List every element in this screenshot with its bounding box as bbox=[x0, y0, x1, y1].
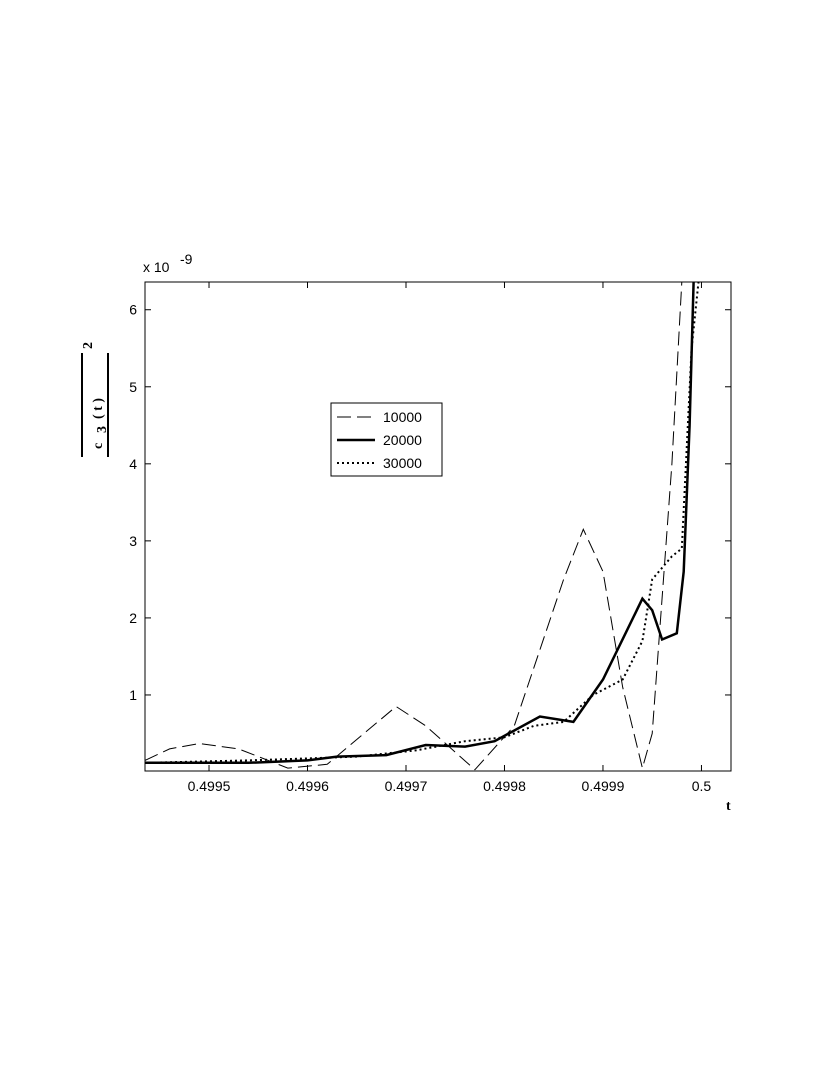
y-tick-label: 6 bbox=[129, 302, 137, 318]
y-label-sup: 2 bbox=[81, 342, 96, 349]
y-label: c 3 ( t ) 2 bbox=[81, 342, 110, 457]
y-label-base: c bbox=[91, 443, 106, 449]
y-tick-label: 1 bbox=[129, 687, 137, 703]
multiplier-exp: -9 bbox=[180, 251, 193, 267]
series-line bbox=[145, 282, 695, 765]
y-tick-label: 4 bbox=[129, 456, 137, 472]
plot-frame bbox=[144, 281, 732, 772]
x-tick-label: 0.4997 bbox=[385, 778, 428, 794]
legend-label: 30000 bbox=[383, 455, 422, 471]
x-tick-label: 0.4995 bbox=[188, 778, 231, 794]
y-tick-label: 5 bbox=[129, 379, 137, 395]
y-tick-label: 2 bbox=[129, 610, 137, 626]
legend-label: 10000 bbox=[383, 409, 422, 425]
x-tick-label: 0.4999 bbox=[582, 778, 625, 794]
legend-label: 20000 bbox=[383, 432, 422, 448]
x-tick-label: 0.5 bbox=[692, 778, 712, 794]
y-label-arg: ( t ) bbox=[91, 398, 106, 419]
y-tick-label: 3 bbox=[129, 533, 137, 549]
series-line bbox=[145, 282, 700, 764]
x-tick-label: 0.4998 bbox=[483, 778, 526, 794]
x-tick-label: 0.4996 bbox=[286, 778, 329, 794]
y-label-sub: 3 bbox=[95, 426, 110, 433]
series-line bbox=[145, 282, 683, 771]
multiplier-base: x 10 bbox=[143, 259, 170, 275]
x-label: t bbox=[726, 799, 731, 814]
